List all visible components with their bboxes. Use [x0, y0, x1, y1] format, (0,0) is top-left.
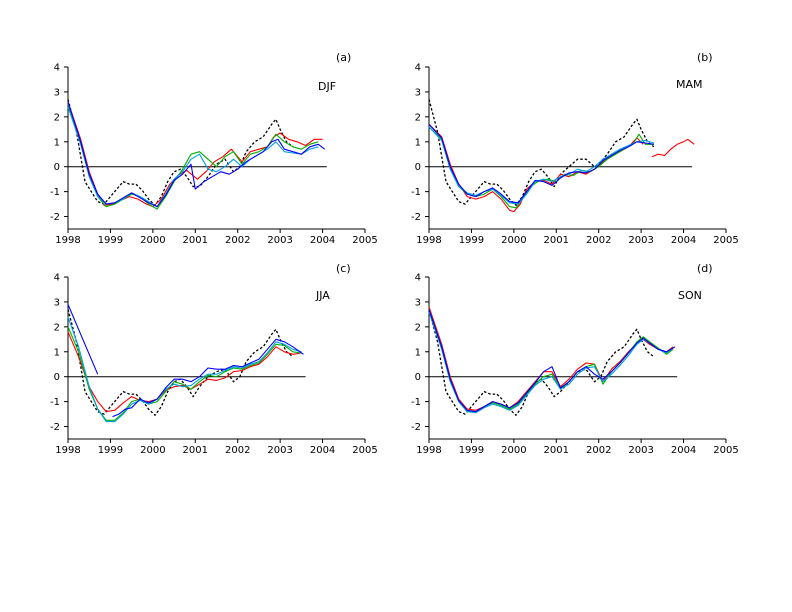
y-tick-label: 4 [54, 273, 60, 284]
x-tick-label: 1998 [55, 445, 80, 456]
x-tick-label: 2004 [310, 445, 335, 456]
y-tick-label: 1 [54, 347, 60, 358]
x-tick-label: 2001 [183, 235, 208, 246]
series-line [67, 104, 319, 210]
panel-label: (c) [336, 262, 351, 275]
x-tick-label: 1999 [459, 445, 484, 456]
y-tick-label: 1 [415, 347, 421, 358]
x-tick-label: 2003 [628, 445, 653, 456]
y-tick-label: 2 [54, 322, 60, 333]
y-tick-label: 1 [415, 137, 421, 148]
x-tick-label: 2001 [544, 235, 569, 246]
series-line [428, 126, 655, 205]
series-line [67, 309, 294, 416]
season-label: SON [678, 289, 702, 302]
y-tick-label: 4 [54, 63, 60, 74]
panel-d: (d) SON -2 -1 0 1 2 3 4 1998 1999 2000 2001 2002 200… [411, 262, 739, 456]
y-tick-label: -2 [411, 422, 421, 433]
series-line [428, 99, 655, 206]
y-tick-label: 0 [54, 162, 60, 173]
y-tick-label: -1 [411, 187, 421, 198]
x-tick-label: 1999 [459, 235, 484, 246]
y-tick-label: 2 [54, 112, 60, 123]
y-tick-label: 0 [415, 162, 421, 173]
season-label: DJF [318, 80, 336, 93]
y-tick-label: 0 [415, 372, 421, 383]
panel-label: (a) [336, 51, 351, 64]
panel-c: (c) JJA -2 -1 0 1 2 3 4 1998 1999 2000 2001 2002 200… [50, 262, 378, 456]
series-line [112, 338, 304, 418]
y-tick-label: 1 [54, 137, 60, 148]
y-tick-label: -2 [50, 212, 60, 223]
x-tick-label: 1999 [98, 235, 123, 246]
y-tick-label: -2 [411, 212, 421, 223]
season-label: MAM [676, 78, 703, 91]
series-line [67, 101, 323, 208]
y-tick-label: -1 [50, 187, 60, 198]
x-tick-label: 2002 [225, 445, 250, 456]
x-tick-label: 1998 [55, 235, 80, 246]
series-line [67, 304, 99, 375]
series-line [428, 311, 674, 414]
panel-label: (b) [697, 51, 713, 64]
y-tick-label: -2 [50, 422, 60, 433]
x-tick-label: 2004 [671, 445, 696, 456]
x-tick-label: 2003 [267, 445, 292, 456]
x-tick-label: 2001 [544, 445, 569, 456]
x-tick-label: 1998 [416, 445, 441, 456]
series-line [67, 99, 294, 206]
y-tick-label: 2 [415, 112, 421, 123]
y-tick-label: 3 [415, 297, 421, 308]
x-tick-label: 2004 [310, 235, 335, 246]
y-tick-label: 3 [54, 87, 60, 98]
y-tick-label: 2 [415, 322, 421, 333]
panel-label: (d) [697, 262, 713, 275]
x-tick-label: 2005 [713, 445, 738, 456]
series-line [67, 101, 326, 208]
x-tick-label: 2004 [671, 235, 696, 246]
series-line [428, 123, 654, 204]
x-tick-label: 2005 [713, 235, 738, 246]
x-tick-label: 2002 [586, 445, 611, 456]
x-tick-label: 2003 [628, 235, 653, 246]
y-tick-label: 3 [415, 87, 421, 98]
y-tick-label: -1 [411, 397, 421, 408]
x-tick-label: 2000 [140, 445, 165, 456]
x-tick-label: 2000 [501, 445, 526, 456]
panel-b: (b) MAM -2 -1 0 1 2 3 4 1998 1999 2000 2001 2002 200… [411, 51, 739, 246]
x-tick-label: 2005 [352, 235, 377, 246]
series-line [67, 316, 302, 423]
series-line [428, 309, 676, 413]
x-tick-label: 2000 [140, 235, 165, 246]
y-tick-label: 4 [415, 63, 421, 74]
x-tick-label: 1999 [98, 445, 123, 456]
y-tick-label: -1 [50, 397, 60, 408]
x-tick-label: 1998 [416, 235, 441, 246]
y-tick-label: 0 [54, 372, 60, 383]
series-line [651, 138, 695, 158]
season-label: JJA [315, 289, 330, 302]
x-tick-label: 2002 [586, 235, 611, 246]
y-tick-label: 3 [54, 297, 60, 308]
x-tick-label: 2000 [501, 235, 526, 246]
series-line [67, 326, 302, 421]
y-tick-label: 4 [415, 273, 421, 284]
x-tick-label: 2002 [225, 235, 250, 246]
x-tick-label: 2003 [267, 235, 292, 246]
x-tick-label: 2001 [183, 445, 208, 456]
x-tick-label: 2005 [352, 445, 377, 456]
panel-a: (a) DJF -2 -1 0 1 2 3 4 1998 1999 2000 2001 2002 200… [50, 51, 378, 246]
